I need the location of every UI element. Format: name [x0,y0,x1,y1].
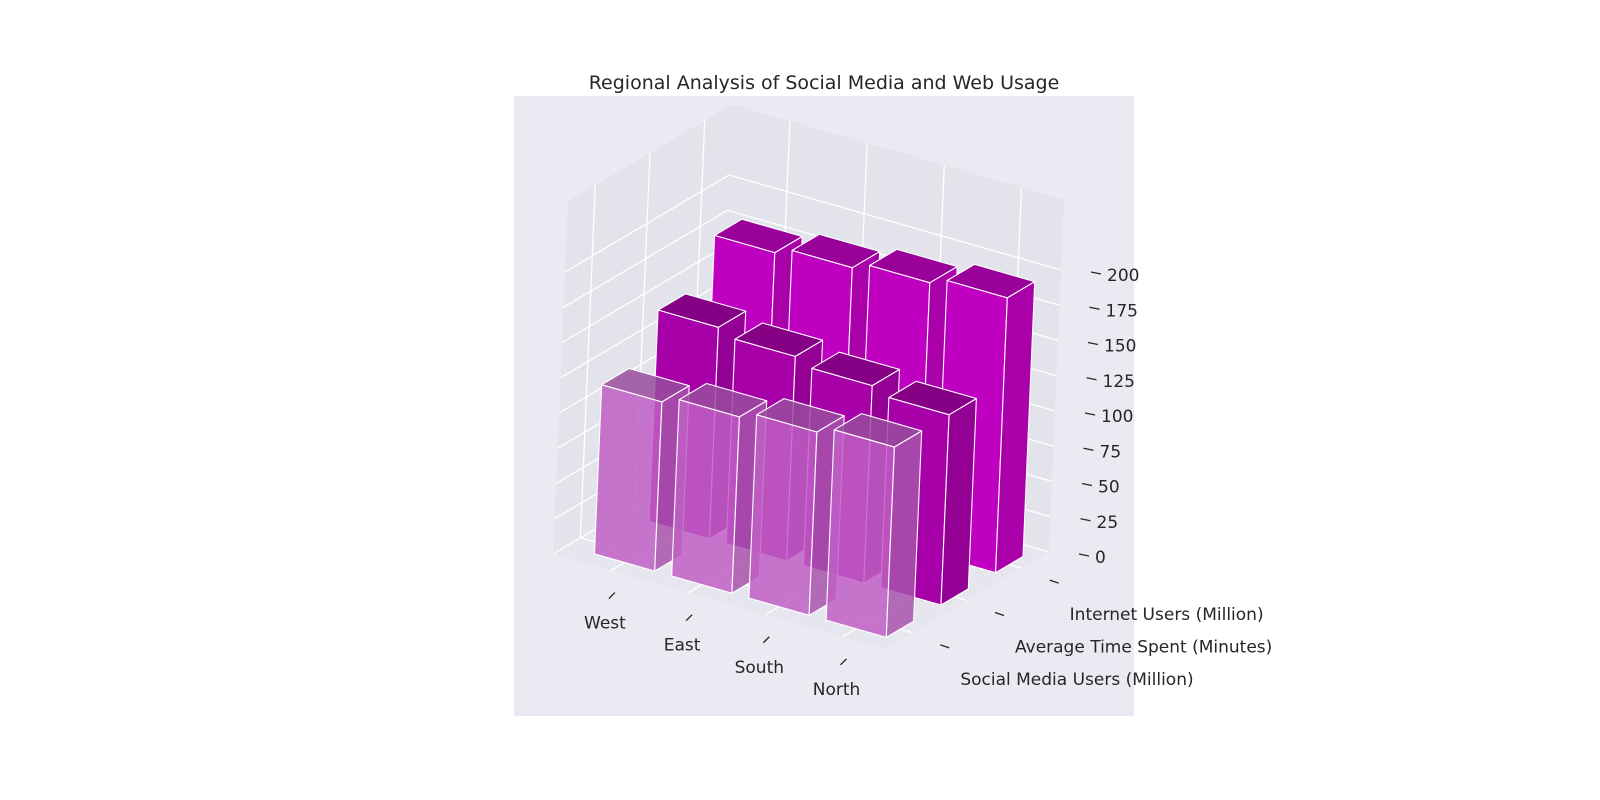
x-tick-label: West [584,614,626,634]
z-tick [1087,341,1099,346]
z-gridline [564,174,1062,273]
x-tick-label: South [735,658,784,678]
y-tick-label: Internet Users (Million) [1070,605,1264,625]
x-tick [685,614,693,622]
x-tick-label: North [813,680,861,700]
bar-top-face [714,218,803,254]
z-tick-label: 100 [1101,407,1133,427]
y-tick [940,644,950,649]
bar-front-face [593,384,663,572]
bar [825,413,923,638]
z-tick [1078,553,1090,557]
z-tick [1090,271,1102,275]
z-tick [1083,447,1094,451]
z-tick-label: 125 [1103,372,1135,392]
bar-top-face [601,367,690,403]
bar-top-face [791,233,881,269]
z-tick-label: 25 [1097,513,1119,533]
z-tick-label: 0 [1095,548,1106,568]
z-tick [1080,518,1091,522]
z-tick-label: 75 [1100,442,1122,462]
x-tick-label: East [664,636,701,656]
x-tick [762,636,770,644]
bar-front-face [825,429,895,638]
z-tick-label: 150 [1104,337,1136,357]
z-tick [1081,482,1093,487]
z-tick-label: 175 [1106,301,1138,321]
z-tick [1089,306,1100,310]
bar-top-face [657,293,747,328]
z-tick-label: 50 [1098,478,1120,498]
bar-top-face [756,398,845,433]
bar-top-face [946,263,1036,299]
bar-top-face [869,248,958,284]
bar-top-face [734,322,824,357]
x-tick [840,658,847,666]
bar-top-face [678,382,768,418]
bar-top-face [833,413,923,448]
chart-title: Regional Analysis of Social Media and We… [589,72,1060,94]
z-tick-label: 200 [1107,266,1139,286]
bar [593,367,690,572]
bars [593,218,1036,638]
bar-front-face [748,414,818,616]
z-tick [1086,377,1097,381]
z-tick [1084,412,1096,416]
axes: 0 25 50 75 100 125 150 175 200 West East South North… [584,266,1272,700]
y-tick-label: Social Media Users (Million) [960,670,1193,690]
y-tick [994,611,1005,617]
x-tick [608,592,616,600]
y-tick [1049,579,1059,584]
y-tick-label: Average Time Spent (Minutes) [1015,638,1272,658]
bar-top-face [888,380,977,416]
bar-front-face [671,399,740,594]
bar-top-face [811,351,901,387]
